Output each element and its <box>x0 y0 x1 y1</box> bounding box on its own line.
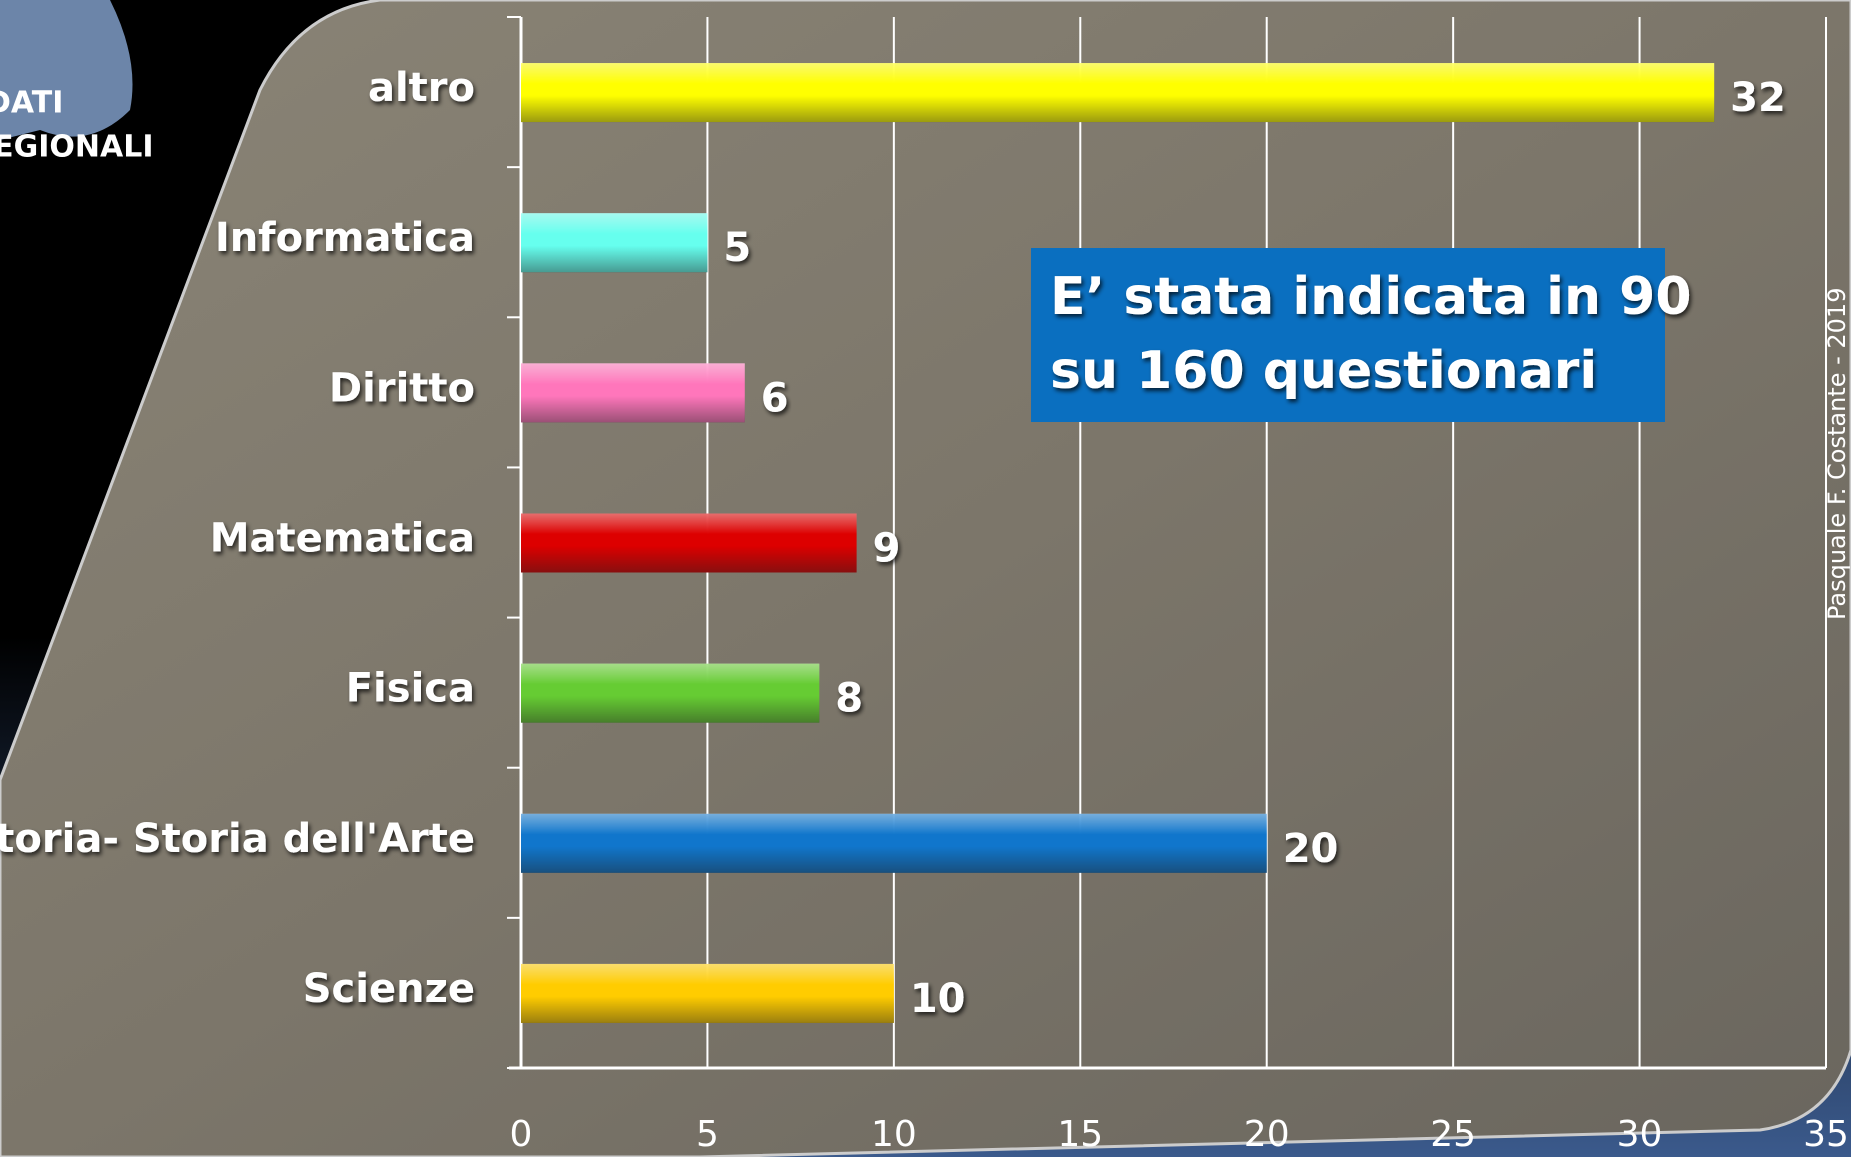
x-tick-label: 15 <box>1057 1114 1103 1155</box>
y-tick-label: Storia- Storia dell'Arte <box>0 816 475 862</box>
value-label: 32 <box>1730 75 1786 121</box>
y-tick-label: Matematica <box>210 516 475 562</box>
value-label: 5 <box>723 225 751 271</box>
x-tick-label: 25 <box>1430 1114 1476 1155</box>
y-tick-label: Informatica <box>215 215 475 261</box>
x-tick-label: 35 <box>1803 1114 1849 1155</box>
logo-line: DATI <box>0 86 63 121</box>
x-tick-label: 20 <box>1244 1114 1290 1155</box>
x-tick-label: 0 <box>510 1114 533 1155</box>
x-tick-label: 10 <box>871 1114 917 1155</box>
plot: 0 5 10 15 20 25 30 35 altro 32 Informatica 5 Diritto… <box>0 16 1849 1155</box>
y-tick-label: Fisica <box>346 666 475 712</box>
x-tick-label: 5 <box>696 1114 719 1155</box>
annotation-line: su 160 questionari <box>1050 341 1597 401</box>
annotation-line: E’ stata indicata in 90 <box>1050 267 1692 327</box>
y-tick-label: Diritto <box>329 365 475 411</box>
x-tick-label: 30 <box>1617 1114 1663 1155</box>
value-label: 10 <box>910 976 966 1022</box>
value-label: 20 <box>1283 826 1339 872</box>
y-tick-label: Scienze <box>303 966 475 1012</box>
y-tick-label: altro <box>368 65 475 111</box>
annotation-box <box>1031 248 1665 422</box>
value-label: 6 <box>761 375 789 421</box>
region-map <box>0 0 133 140</box>
credit: Pasquale F. Costante - 2019 <box>1823 288 1851 620</box>
logo-line: REGIONALI <box>0 130 154 165</box>
value-label: 8 <box>835 676 863 722</box>
value-label: 9 <box>873 526 901 572</box>
